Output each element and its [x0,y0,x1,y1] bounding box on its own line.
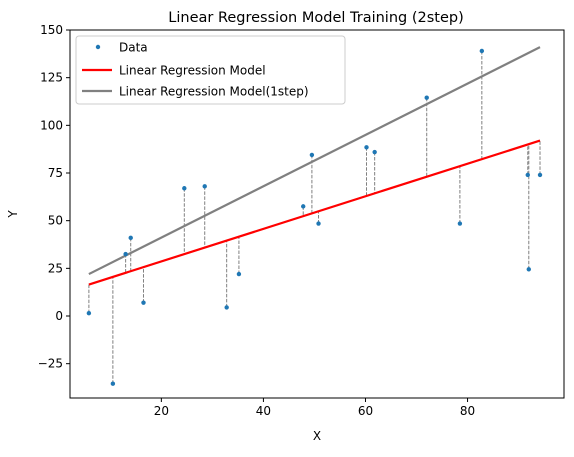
data-point [86,310,92,316]
x-axis-ticks: 20 40 60 80 [154,398,475,418]
x-tick-label: 40 [256,404,271,418]
legend-label-model: Linear Regression Model [119,64,266,78]
legend-box [75,35,346,105]
data-point [224,305,229,310]
legend-marker-data [95,44,101,50]
data-point [424,95,429,100]
chart-title: Linear Regression Model Training (2step) [168,10,463,26]
y-axis-label: Y [6,210,20,219]
data-point [123,251,128,257]
y-tick-label: 100 [40,118,63,132]
data-point [526,267,531,272]
x-tick-label: 60 [358,404,373,418]
data-point [372,149,377,155]
x-tick-label: 20 [154,404,169,418]
data-point [457,221,463,226]
data-point [309,152,315,158]
legend-label-data: Data [119,41,148,55]
data-point [141,300,146,305]
y-tick-label: 0 [55,309,63,323]
legend-label-model-1step: Linear Regression Model(1step) [119,85,309,99]
y-tick-label: −25 [38,357,63,371]
plot-area [69,29,565,399]
data-point [479,48,485,54]
data-point [301,204,306,209]
plot-frame [69,29,565,399]
y-tick-label: 75 [48,166,63,180]
x-axis-label: X [313,429,321,443]
model-line-2step [88,139,541,286]
y-tick-label: 125 [40,71,63,85]
model-lines [88,46,541,286]
data-point [316,221,321,226]
data-point [537,172,543,178]
model-line-1step [88,46,541,276]
data-point [110,381,116,386]
y-axis-ticks: −25 0 25 50 75 100 125 150 [38,23,70,371]
x-tick-label: 80 [460,404,475,418]
legend: Data Linear Regression Model Linear Regr… [75,35,346,105]
data-point [202,184,207,189]
y-tick-label: 50 [48,214,63,228]
y-tick-label: 25 [48,261,63,275]
y-tick-label: 150 [40,23,63,37]
data-point [128,235,133,241]
data-point [525,172,530,178]
data-points [86,48,543,386]
data-point [182,186,187,191]
data-point [236,271,242,277]
data-point [364,145,369,150]
